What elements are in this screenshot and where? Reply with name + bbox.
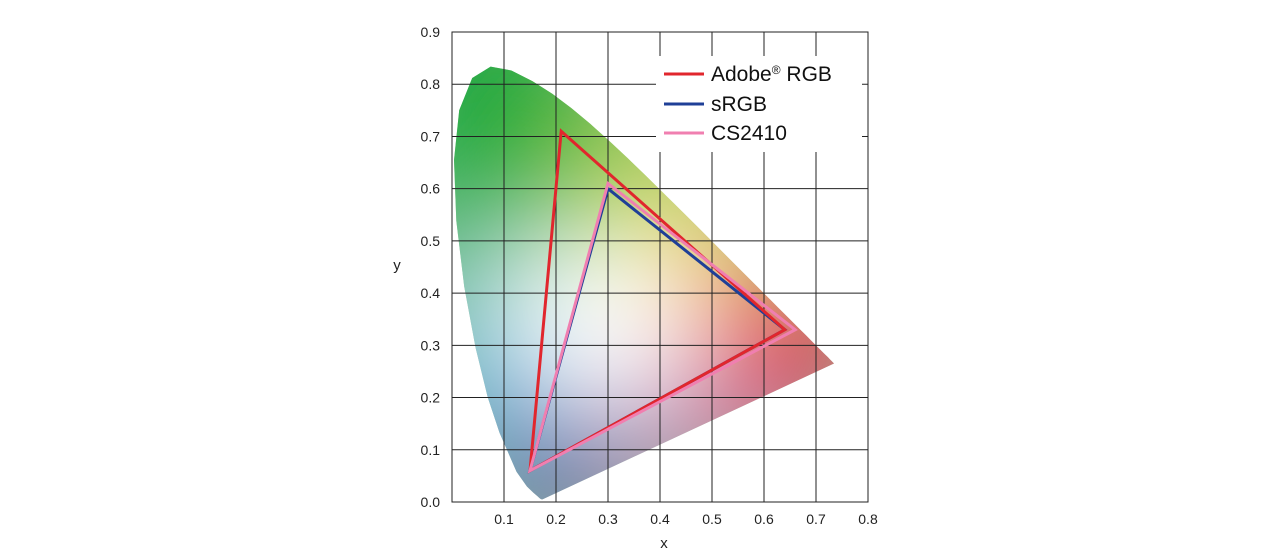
x-tick-label: 0.1 [494, 511, 514, 527]
y-tick-label: 0.7 [421, 128, 441, 144]
legend-label-srgb: sRGB [711, 93, 767, 116]
x-tick-label: 0.8 [858, 511, 878, 527]
y-tick-label: 0.4 [421, 285, 441, 301]
y-axis-label: y [393, 257, 401, 274]
x-tick-label: 0.7 [806, 511, 826, 527]
gamut-triangle-adobe-rgb [528, 128, 788, 474]
y-axis-ticks: 0.0 0.1 0.2 0.3 0.4 0.5 0.6 0.7 0.8 0.9 [421, 24, 441, 510]
gamut-triangle-cs2410 [527, 180, 798, 474]
x-tick-label: 0.4 [650, 511, 670, 527]
y-tick-label: 0.3 [421, 337, 441, 353]
x-axis-ticks: 0.1 0.2 0.3 0.4 0.5 0.6 0.7 0.8 [494, 511, 878, 527]
grid [452, 32, 868, 502]
y-tick-label: 0.2 [421, 390, 441, 406]
x-tick-label: 0.5 [702, 511, 722, 527]
y-tick-label: 0.5 [421, 233, 441, 249]
plot-frame [451, 31, 869, 503]
legend-label-cs2410: CS2410 [711, 122, 787, 145]
gamut-triangles [527, 128, 798, 474]
x-tick-label: 0.3 [598, 511, 618, 527]
y-tick-label: 0.9 [421, 24, 441, 40]
legend-label-adobe-rgb: Adobe® RGB [711, 63, 832, 86]
y-tick-label: 0.6 [421, 181, 441, 197]
x-tick-label: 0.2 [546, 511, 566, 527]
x-axis-label: x [660, 535, 668, 552]
x-tick-label: 0.6 [754, 511, 774, 527]
y-tick-label: 0.0 [421, 494, 441, 510]
y-tick-label: 0.8 [421, 76, 441, 92]
y-tick-label: 0.1 [421, 442, 441, 458]
legend: Adobe® RGB sRGB CS2410 [656, 56, 862, 152]
